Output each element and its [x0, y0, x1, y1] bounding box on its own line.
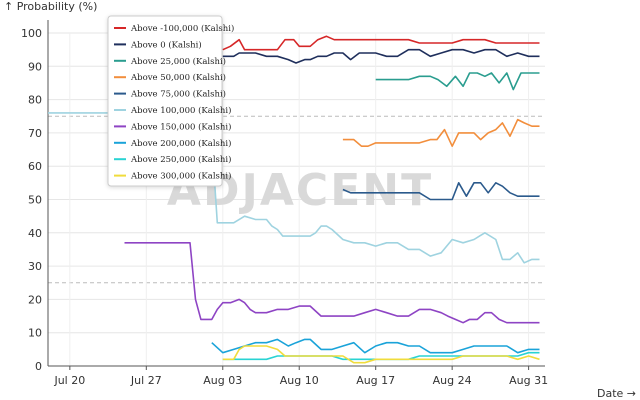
x-axis-title: Date → [597, 387, 636, 400]
x-tick-label: Aug 17 [356, 374, 395, 387]
x-tick-label: Aug 10 [280, 374, 319, 387]
y-tick-label: 60 [28, 160, 42, 173]
y-axis-title: ↑ Probability (%) [4, 0, 97, 13]
series-line-above-75-000-kalshi [342, 182, 540, 201]
x-tick-label: Jul 20 [53, 374, 85, 387]
series-lines [48, 35, 540, 364]
legend-label: Above 300,000 (Kalshi) [130, 171, 231, 182]
x-tick-labels: Jul 20 Jul 27 Aug 03 Aug 10 Aug 17 Aug 24 Aug … [53, 366, 548, 387]
legend-label: Above 75,000 (Kalshi) [130, 89, 226, 100]
y-tick-label: 30 [28, 260, 42, 273]
legend-label: Above 25,000 (Kalshi) [130, 56, 226, 67]
y-tick-label: 20 [28, 293, 42, 306]
y-tick-label: 100 [21, 27, 42, 40]
y-tick-label: 0 [35, 360, 42, 373]
y-tick-label: 10 [28, 327, 42, 340]
series-line-above-0-kalshi [222, 48, 540, 64]
legend-box [107, 15, 223, 187]
series-line-above-100-000-kalshi [222, 35, 540, 51]
legend: Above -100,000 (Kalshi) Above 0 (Kalshi) A… [107, 15, 234, 187]
y-tick-label: 40 [28, 227, 42, 240]
legend-label: Above 200,000 (Kalshi) [130, 138, 231, 149]
series-line-above-300-000-kalshi [222, 345, 540, 364]
y-tick-label: 70 [28, 127, 42, 140]
legend-label: Above -100,000 (Kalshi) [130, 23, 234, 34]
x-tick-label: Aug 31 [509, 374, 548, 387]
y-tick-label: 90 [28, 60, 42, 73]
axes [47, 20, 545, 367]
y-tick-label: 50 [28, 194, 42, 207]
x-tick-label: Aug 24 [433, 374, 472, 387]
legend-label: Above 150,000 (Kalshi) [130, 121, 231, 132]
x-tick-label: Aug 03 [203, 374, 242, 387]
legend-label: Above 50,000 (Kalshi) [130, 72, 226, 83]
x-tick-label: Jul 27 [130, 374, 162, 387]
y-tick-label: 80 [28, 94, 42, 107]
series-line-above-150-000-kalshi [124, 242, 540, 324]
series-line-above-50-000-kalshi [342, 118, 540, 147]
series-line-above-200-000-kalshi [211, 338, 540, 354]
y-tick-labels: 0 10 20 30 40 50 60 70 80 90 100 [21, 27, 42, 373]
legend-label: Above 100,000 (Kalshi) [130, 105, 231, 116]
series-line-above-25-000-kalshi [375, 72, 540, 91]
legend-label: Above 250,000 (Kalshi) [130, 154, 231, 165]
legend-label: Above 0 (Kalshi) [130, 39, 202, 50]
